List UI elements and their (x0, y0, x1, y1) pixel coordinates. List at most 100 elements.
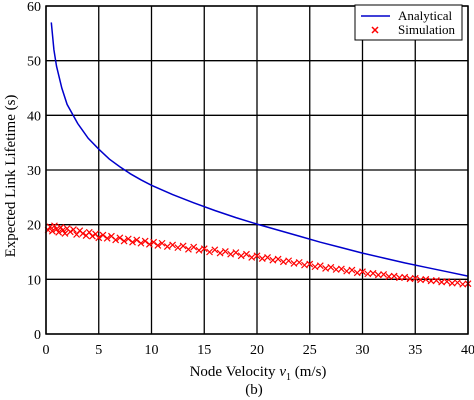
y-tick-label: 10 (27, 273, 41, 288)
analytical-series (50, 22, 469, 277)
simulation-point (169, 241, 177, 249)
simulation-point (322, 264, 329, 272)
simulation-point (380, 270, 388, 278)
simulation-point (174, 244, 182, 252)
x-tick-label: 30 (356, 343, 370, 358)
y-tick-label: 20 (27, 219, 41, 234)
y-tick-label: 30 (27, 164, 41, 179)
simulation-point (411, 274, 419, 282)
x-tick-label: 15 (197, 343, 211, 358)
simulation-point (443, 278, 451, 285)
y-tick-label: 0 (34, 328, 41, 343)
simulation-point (200, 245, 208, 253)
x-tick-label: 5 (95, 343, 102, 358)
x-axis-label-main: Node Velocity (190, 364, 280, 380)
x-tick-label: 10 (145, 343, 159, 358)
simulation-point (99, 231, 107, 239)
simulation-point (237, 252, 245, 260)
simulation-point (279, 258, 287, 266)
simulation-point (79, 229, 87, 237)
simulation-point (454, 279, 461, 287)
simulation-point (51, 222, 58, 230)
simulation-point (359, 268, 366, 276)
simulation-point (290, 260, 298, 267)
x-tick-label: 20 (250, 343, 264, 358)
simulation-point (285, 257, 293, 265)
simulation-point (185, 245, 192, 253)
simulation-point (353, 269, 361, 277)
simulation-point (46, 223, 54, 231)
simulation-point (137, 239, 145, 247)
plot-frame (45, 5, 469, 335)
simulation-point (369, 269, 377, 277)
y-tick-label: 40 (27, 109, 41, 124)
x-axis-label: Node Velocity v1 (m/s) (190, 364, 327, 383)
simulation-point (55, 228, 63, 236)
simulation-point (154, 242, 162, 249)
x-axis-label-subscript: 1 (286, 372, 291, 383)
simulation-point (120, 237, 128, 245)
x-tick-label: 40 (461, 343, 474, 358)
simulation-point (133, 236, 141, 244)
simulation-series (44, 222, 472, 288)
simulation-point (401, 273, 409, 281)
simulation-point (150, 238, 158, 246)
axis-ticks: 0 5 10 15 20 25 30 35 40 0 10 20 30 40 50 60 (27, 0, 474, 358)
x-axis-label-unit: (m/s) (291, 364, 326, 380)
simulation-point (129, 238, 136, 246)
simulation-point (61, 229, 69, 237)
simulation-point (206, 248, 213, 256)
simulation-point (66, 228, 74, 236)
legend: Analytical Simulation (354, 4, 463, 41)
simulation-point (316, 262, 324, 270)
y-tick-label: 50 (27, 55, 41, 70)
simulation-point (337, 265, 345, 273)
figure-caption: (b) (245, 382, 263, 398)
simulation-point (70, 226, 77, 234)
simulation-point (221, 248, 229, 255)
x-tick-label: 25 (303, 343, 317, 358)
simulation-point (227, 250, 235, 258)
simulation-point (53, 225, 60, 233)
simulation-point (311, 263, 319, 271)
simulation-point (274, 255, 282, 263)
x-tick-label: 35 (408, 343, 422, 358)
simulation-point (432, 277, 440, 284)
simulation-point (48, 227, 56, 235)
x-tick-label: 0 (43, 343, 50, 358)
simulation-point (216, 249, 224, 257)
simulation-point (269, 256, 277, 264)
simulation-point (348, 266, 356, 274)
y-axis-label: Expected Link Lifetime (s) (3, 95, 19, 258)
simulation-point (88, 232, 96, 240)
simulation-point (163, 243, 171, 250)
simulation-point (103, 234, 111, 242)
grid (45, 5, 469, 335)
simulation-point (59, 226, 67, 234)
simulation-point (264, 254, 271, 261)
legend-box (354, 4, 463, 41)
simulation-point (145, 240, 153, 248)
simulation-point (301, 261, 308, 269)
simulation-point (116, 234, 124, 242)
simulation-point (243, 250, 250, 258)
simulation-point (95, 234, 103, 242)
simulation-point (422, 275, 430, 283)
simulation-point (258, 255, 266, 262)
simulation-point (253, 252, 261, 260)
simulation-point (211, 246, 219, 254)
simulation-point (179, 242, 187, 250)
analytical-line (50, 22, 469, 277)
simulation-point (327, 263, 335, 271)
legend-simulation-label: Simulation (398, 22, 456, 37)
simulation-point (190, 243, 198, 251)
legend-simulation-marker (371, 26, 379, 34)
simulation-point (112, 236, 120, 244)
simulation-point (141, 237, 149, 245)
simulation-point (295, 258, 303, 266)
simulation-point (124, 235, 132, 243)
simulation-point (248, 254, 256, 261)
simulation-point (390, 272, 398, 280)
